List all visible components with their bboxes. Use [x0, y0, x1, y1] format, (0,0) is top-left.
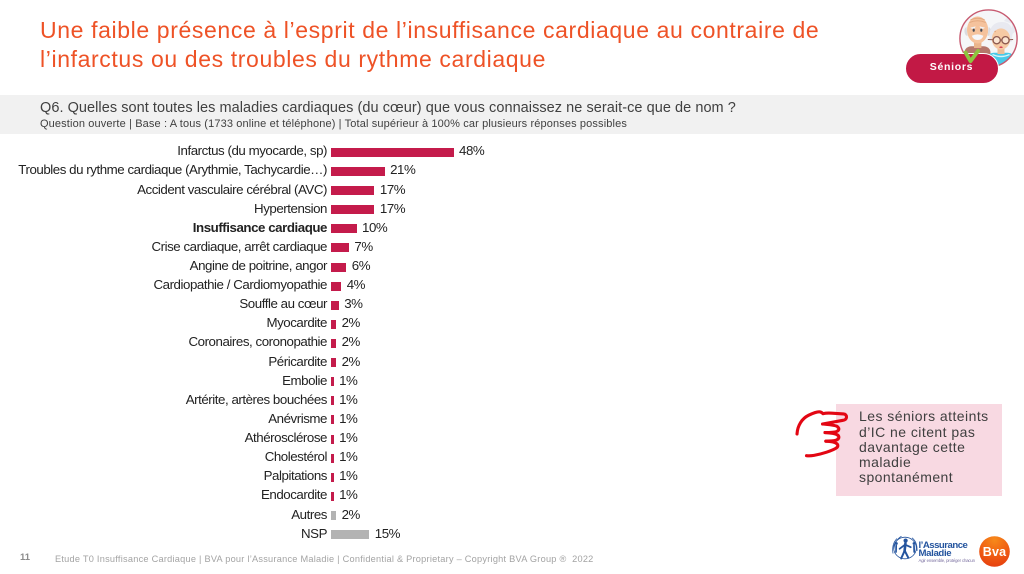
svg-text:Agir ensemble, protéger chacun: Agir ensemble, protéger chacun — [919, 558, 976, 563]
svg-text:Bva: Bva — [983, 545, 1007, 559]
svg-text:Maladie: Maladie — [919, 548, 952, 559]
svg-text:l’Assurance: l’Assurance — [919, 540, 968, 551]
